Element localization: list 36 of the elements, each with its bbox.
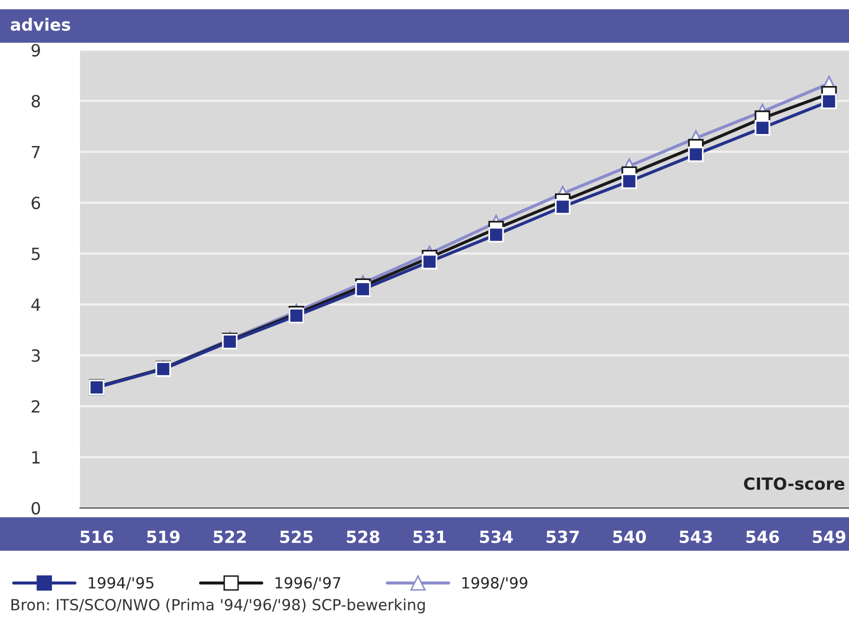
- y-tick-label: 0: [32, 502, 40, 515]
- x-tick-label: 519: [147, 530, 180, 544]
- point: [754, 120, 770, 136]
- x-tick-label: 525: [280, 530, 313, 544]
- point: [554, 198, 570, 215]
- point: [355, 281, 371, 297]
- text: Bron: ITS/SCO/NWO (Prima '94/'96/'98) SCP-bewerking: [12, 598, 425, 614]
- x-tick-label: 540: [613, 530, 646, 544]
- x-tick-label: 543: [680, 530, 712, 544]
- legend-label: 1996/'97: [276, 577, 340, 590]
- x-tick-label: 531: [413, 530, 446, 544]
- x-tick-label: 537: [546, 530, 579, 544]
- y-axis-title: advies: [10, 18, 70, 31]
- y-tick-label: 9: [32, 44, 40, 57]
- y-tick-label: 5: [32, 248, 40, 260]
- point: [821, 94, 837, 110]
- y-tick-label: 4: [31, 298, 40, 311]
- point: [422, 254, 438, 270]
- point: [688, 146, 704, 162]
- x-tick-label: 522: [214, 530, 246, 544]
- y-tick-label: 1: [32, 451, 40, 464]
- y-tick-label: 6: [32, 196, 40, 210]
- point: [488, 226, 504, 243]
- x-tick-label: 549: [812, 530, 846, 544]
- y-tick-label: 3: [32, 349, 40, 362]
- x-tick-label: 546: [746, 530, 779, 544]
- point: [622, 174, 638, 190]
- y-tick-label: 8: [32, 94, 40, 108]
- legend-label: 1998/'99: [462, 577, 528, 590]
- x-tick-label: 534: [480, 530, 513, 544]
- legend-label: 1994/'95: [88, 577, 154, 590]
- y-tick-label: 2: [32, 400, 40, 413]
- y-tick-label: 7: [32, 146, 40, 158]
- x-axis-title: CITO-score: [744, 477, 844, 490]
- x-tick-label: 516: [80, 530, 114, 544]
- x-tick-label: 528: [346, 530, 380, 544]
